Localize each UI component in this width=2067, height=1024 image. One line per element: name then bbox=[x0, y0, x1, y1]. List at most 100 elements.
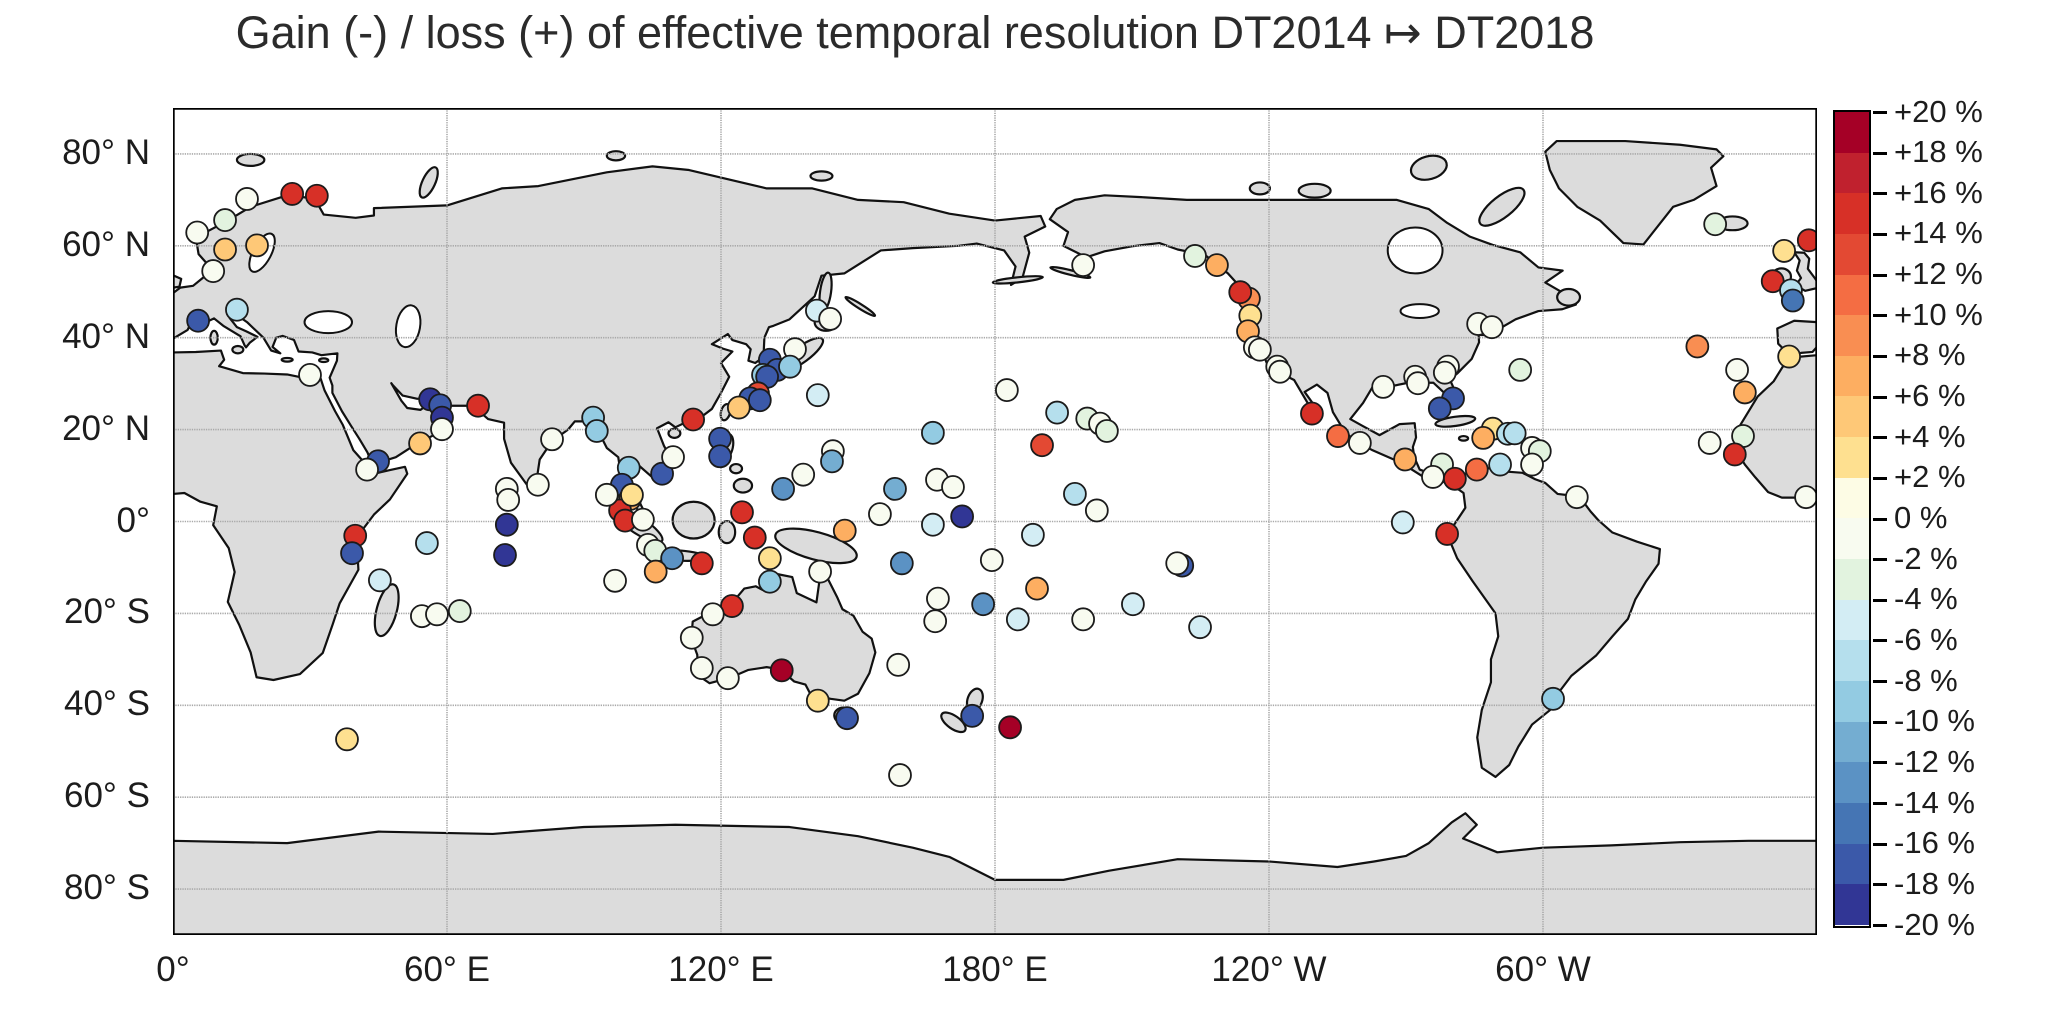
station-marker bbox=[819, 308, 841, 330]
station-marker bbox=[1434, 362, 1456, 384]
island-shape bbox=[1299, 184, 1331, 198]
island-shape bbox=[772, 522, 860, 571]
station-marker bbox=[1229, 281, 1251, 303]
colorbar-segment bbox=[1835, 112, 1869, 153]
station-marker bbox=[1007, 608, 1029, 630]
x-tick-label: 120° W bbox=[1211, 950, 1327, 989]
station-marker bbox=[494, 544, 516, 566]
station-marker bbox=[744, 527, 766, 549]
station-marker bbox=[1472, 427, 1494, 449]
x-tick-label: 180° E bbox=[942, 950, 1048, 989]
station-marker bbox=[887, 654, 909, 676]
x-tick-label: 0° bbox=[156, 950, 190, 989]
x-tick-label: 120° E bbox=[668, 950, 774, 989]
colorbar-label: +8 % bbox=[1894, 337, 1966, 373]
station-marker bbox=[922, 514, 944, 536]
land-shape bbox=[173, 813, 1817, 935]
station-marker bbox=[834, 520, 856, 542]
station-marker bbox=[731, 501, 753, 523]
colorbar-segment bbox=[1835, 355, 1869, 397]
colorbar-segment bbox=[1835, 640, 1869, 681]
station-marker bbox=[691, 657, 713, 679]
lake-shape bbox=[1388, 227, 1443, 273]
colorbar-segment bbox=[1835, 762, 1869, 803]
colorbar-label: +16 % bbox=[1894, 174, 1983, 210]
station-marker bbox=[996, 379, 1018, 401]
station-marker bbox=[596, 484, 618, 506]
x-tick-label: 60° W bbox=[1495, 950, 1591, 989]
colorbar-tick bbox=[1873, 151, 1887, 155]
station-marker bbox=[1072, 254, 1094, 276]
land-shape bbox=[1050, 195, 1576, 485]
colorbar-label: +12 % bbox=[1894, 256, 1983, 292]
station-marker bbox=[1466, 459, 1488, 481]
colorbar-segment bbox=[1835, 477, 1869, 519]
y-tick-label: 0° bbox=[116, 500, 150, 540]
station-marker bbox=[1726, 359, 1748, 381]
station-marker bbox=[1504, 422, 1526, 444]
station-marker bbox=[1122, 593, 1144, 615]
station-marker bbox=[1026, 578, 1048, 600]
colorbar-segment bbox=[1835, 802, 1869, 844]
station-marker bbox=[1206, 254, 1228, 276]
land-shape bbox=[173, 351, 407, 680]
station-marker bbox=[1086, 499, 1108, 521]
island-shape bbox=[237, 154, 264, 166]
colorbar-tick bbox=[1873, 680, 1887, 684]
island-shape bbox=[232, 346, 243, 353]
station-marker bbox=[202, 260, 224, 282]
colorbar-label: +18 % bbox=[1894, 134, 1983, 170]
y-tick-label: 40° S bbox=[64, 684, 150, 724]
colorbar-tick bbox=[1873, 354, 1887, 358]
station-marker bbox=[416, 532, 438, 554]
colorbar-tick bbox=[1873, 436, 1887, 440]
station-marker bbox=[336, 728, 358, 750]
station-marker bbox=[869, 503, 891, 525]
station-marker bbox=[691, 552, 713, 574]
map-plot bbox=[173, 108, 1817, 935]
station-marker bbox=[1542, 688, 1564, 710]
station-marker bbox=[226, 299, 248, 321]
colorbar-tick bbox=[1873, 639, 1887, 643]
station-marker bbox=[431, 418, 453, 440]
colorbar-label: +20 % bbox=[1894, 93, 1983, 129]
station-marker bbox=[306, 185, 328, 207]
station-marker bbox=[1394, 448, 1416, 470]
colorbar-label: +14 % bbox=[1894, 215, 1983, 251]
colorbar-label: 0 % bbox=[1894, 500, 1948, 535]
island-shape bbox=[607, 151, 625, 160]
station-marker bbox=[772, 478, 794, 500]
colorbar-label: +2 % bbox=[1894, 459, 1966, 495]
land-shape bbox=[1445, 468, 1660, 777]
station-marker bbox=[1269, 361, 1291, 383]
y-tick-label: 60° S bbox=[64, 776, 150, 816]
station-marker bbox=[807, 690, 829, 712]
colorbar-tick bbox=[1873, 232, 1887, 236]
station-marker bbox=[889, 764, 911, 786]
station-marker bbox=[709, 445, 731, 467]
station-marker bbox=[728, 397, 750, 419]
station-marker bbox=[527, 474, 549, 496]
colorbar-tick bbox=[1873, 314, 1887, 318]
station-marker bbox=[942, 476, 964, 498]
station-marker bbox=[449, 600, 471, 622]
y-tick-label: 40° N bbox=[62, 316, 150, 356]
station-marker bbox=[214, 238, 236, 260]
colorbar-label: -6 % bbox=[1894, 621, 1958, 657]
station-marker bbox=[1046, 402, 1068, 424]
colorbar-segment bbox=[1835, 721, 1869, 763]
land-shape bbox=[1794, 252, 1817, 291]
station-marker bbox=[645, 561, 667, 583]
station-marker bbox=[681, 627, 703, 649]
colorbar-tick bbox=[1873, 720, 1887, 724]
island-shape bbox=[1408, 152, 1449, 184]
colorbar-tick bbox=[1873, 395, 1887, 399]
station-marker bbox=[924, 610, 946, 632]
colorbar-label: +4 % bbox=[1894, 418, 1966, 454]
station-marker bbox=[236, 188, 258, 210]
colorbar-segment bbox=[1835, 680, 1869, 722]
colorbar-tick bbox=[1873, 842, 1887, 846]
island-shape bbox=[844, 295, 876, 317]
station-marker bbox=[496, 514, 518, 536]
